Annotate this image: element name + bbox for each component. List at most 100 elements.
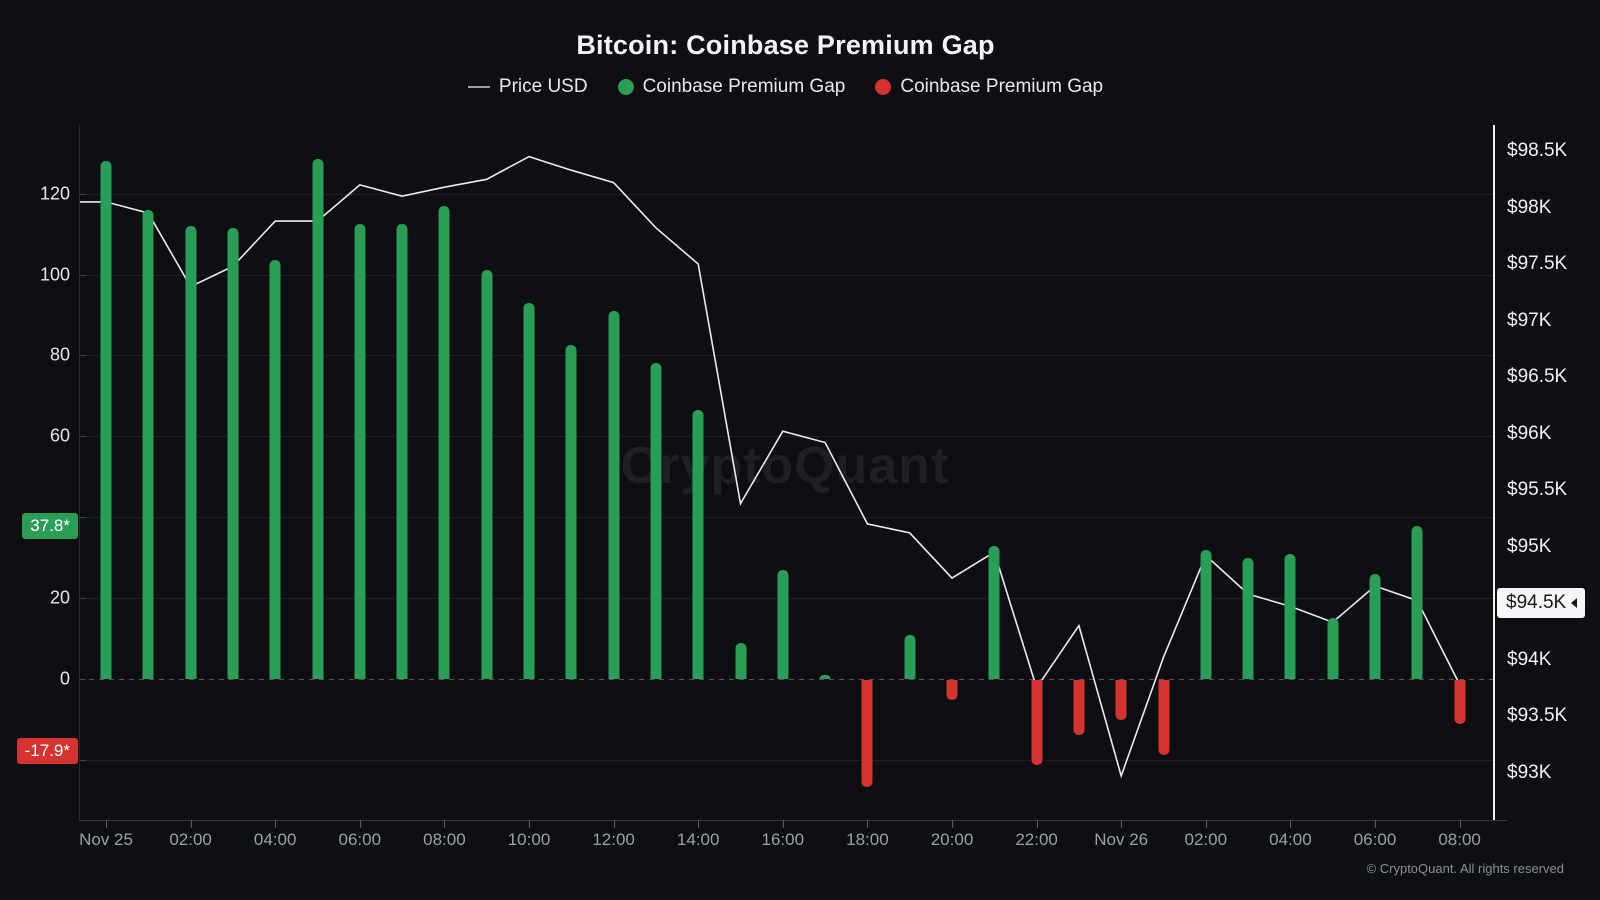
premium-gap-bar[interactable] xyxy=(1031,680,1043,765)
x-axis-line xyxy=(79,820,1507,821)
left-axis-label: 120 xyxy=(39,183,70,204)
x-tick-label: 02:00 xyxy=(169,830,212,849)
left-axis-tick xyxy=(79,436,86,438)
gridline xyxy=(79,193,1493,195)
x-tick-label: 04:00 xyxy=(1269,830,1312,849)
premium-gap-bar[interactable] xyxy=(565,345,577,679)
premium-gap-bar[interactable] xyxy=(819,674,831,679)
premium-gap-bar[interactable] xyxy=(523,302,535,679)
premium-gap-bar[interactable] xyxy=(988,545,1000,679)
latest-price-label: $94.5K xyxy=(1506,592,1567,613)
left-axis-line xyxy=(79,125,80,820)
x-tick xyxy=(444,820,446,828)
legend-label: Coinbase Premium Gap xyxy=(900,76,1104,97)
x-tick xyxy=(529,820,530,828)
premium-gap-bar[interactable] xyxy=(1284,553,1296,679)
x-tick-label: 12:00 xyxy=(592,830,635,849)
left-axis-tick xyxy=(79,193,86,195)
premium-gap-bar[interactable] xyxy=(1073,680,1085,735)
zero-line xyxy=(79,679,1493,680)
left-axis-tick xyxy=(79,679,86,680)
premium-gap-bar[interactable] xyxy=(1327,618,1339,679)
right-axis-label: $95.5K xyxy=(1507,479,1568,500)
premium-gap-bar[interactable] xyxy=(1454,680,1466,725)
premium-gap-bar[interactable] xyxy=(1369,573,1381,679)
line-marker-icon xyxy=(467,86,490,88)
left-axis-label: 80 xyxy=(49,344,70,365)
premium-gap-bar[interactable] xyxy=(692,410,704,679)
left-axis-tick xyxy=(79,274,86,276)
left-axis-label: 60 xyxy=(49,425,70,446)
premium-gap-bar[interactable] xyxy=(142,209,154,679)
right-axis-label: $93K xyxy=(1507,761,1552,783)
premium-gap-bar[interactable] xyxy=(608,310,620,679)
x-tick xyxy=(613,820,615,828)
x-tick-label: 08:00 xyxy=(423,830,466,849)
gridline xyxy=(79,517,1493,519)
premium-gap-bar[interactable] xyxy=(904,634,916,679)
latest-price-badge: $94.5K xyxy=(1497,588,1586,618)
copyright-text: © CryptoQuant. All rights reserved xyxy=(1366,861,1564,876)
premium-gap-bar[interactable] xyxy=(735,642,746,679)
premium-gap-bar[interactable] xyxy=(1158,680,1169,755)
premium-gap-bar[interactable] xyxy=(650,363,662,679)
premium-gap-bar[interactable] xyxy=(1115,680,1127,721)
premium-gap-bar[interactable] xyxy=(312,159,323,679)
premium-gap-bar[interactable] xyxy=(1411,526,1423,679)
premium-gap-bar[interactable] xyxy=(861,680,873,788)
legend-label: Coinbase Premium Gap xyxy=(642,76,846,97)
premium-gap-bar[interactable] xyxy=(354,223,366,679)
right-axis-label: $97.5K xyxy=(1507,253,1568,274)
left-axis-label: 100 xyxy=(39,264,70,284)
x-tick xyxy=(1375,820,1376,828)
right-axis-line xyxy=(1493,125,1495,820)
chart-title: Bitcoin: Coinbase Premium Gap xyxy=(576,30,995,60)
left-axis-tick xyxy=(79,517,86,519)
latest-premium-negative-badge: -17.9* xyxy=(16,738,78,765)
left-axis-label: 20 xyxy=(49,587,70,608)
latest-premium-positive-badge: 37.8* xyxy=(22,513,78,540)
premium-gap-bar[interactable] xyxy=(100,161,112,679)
premium-gap-bar[interactable] xyxy=(777,569,789,679)
gridline xyxy=(79,436,1493,438)
premium-gap-bar[interactable] xyxy=(481,270,493,679)
x-tick-label: 08:00 xyxy=(1438,830,1481,849)
red-dot-icon xyxy=(875,79,892,95)
x-tick xyxy=(698,820,700,828)
x-tick-label: 06:00 xyxy=(338,830,382,849)
legend-item-premium-negative: Coinbase Premium Gap xyxy=(875,76,1103,98)
premium-gap-bar[interactable] xyxy=(396,223,408,679)
premium-gap-bar[interactable] xyxy=(438,205,450,679)
x-tick-label: 20:00 xyxy=(930,830,974,849)
right-axis-label: $94K xyxy=(1507,648,1552,670)
premium-gap-bar[interactable] xyxy=(1200,549,1212,679)
x-tick xyxy=(1036,820,1038,828)
legend-item-premium-positive: Coinbase Premium Gap xyxy=(617,76,846,98)
x-tick-label: 02:00 xyxy=(1184,830,1228,849)
premium-gap-bar[interactable] xyxy=(185,225,197,679)
gridline xyxy=(79,274,1493,276)
left-axis-tick xyxy=(79,355,86,357)
right-axis-label: $95K xyxy=(1507,535,1552,557)
left-axis-label: 0 xyxy=(59,668,70,689)
left-axis-tick xyxy=(79,759,86,761)
x-tick-label: Nov 25 xyxy=(79,830,133,849)
premium-gap-bar[interactable] xyxy=(1242,557,1254,679)
x-tick xyxy=(1290,820,1292,828)
x-tick xyxy=(359,820,361,828)
x-tick xyxy=(867,820,869,828)
x-tick xyxy=(1121,820,1123,828)
premium-gap-bar[interactable] xyxy=(269,260,281,679)
x-tick-label: Nov 26 xyxy=(1094,830,1149,849)
right-axis-label: $97K xyxy=(1507,309,1552,331)
right-axis-label: $96K xyxy=(1507,422,1552,444)
premium-gap-bar[interactable] xyxy=(227,227,239,679)
x-tick-label: 18:00 xyxy=(846,830,889,849)
x-tick-label: 22:00 xyxy=(1015,830,1058,849)
x-tick xyxy=(1205,820,1207,828)
x-tick xyxy=(952,820,953,828)
premium-gap-bar[interactable] xyxy=(946,680,958,701)
